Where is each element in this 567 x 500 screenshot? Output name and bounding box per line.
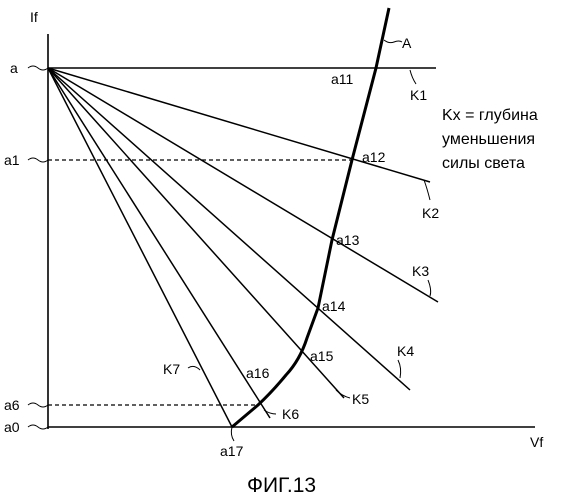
tick-a6-leader xyxy=(28,403,48,407)
line-label-k1: K1 xyxy=(410,87,427,103)
point-label-a11: a11 xyxy=(331,71,354,87)
leader-K7 xyxy=(188,366,200,370)
tick-label-a: a xyxy=(10,60,18,76)
line-label-k7: K7 xyxy=(163,361,180,377)
line-k3 xyxy=(48,68,438,302)
line-label-k2: K2 xyxy=(422,205,439,221)
line-k4 xyxy=(48,68,410,390)
tick-a-leader xyxy=(28,66,48,70)
tick-a1-leader xyxy=(28,158,48,162)
point-label-a14: a14 xyxy=(322,298,346,314)
line-k7 xyxy=(48,68,232,427)
leader-K2 xyxy=(424,180,430,200)
note-line-2: уменьшения xyxy=(442,131,535,148)
tick-label-a0: a0 xyxy=(4,419,20,435)
leader-K1 xyxy=(410,70,416,84)
leader-K4 xyxy=(398,360,401,378)
tick-label-a6: a6 xyxy=(4,397,20,413)
note-line-1: Kx = глубина xyxy=(442,107,538,124)
y-axis-label: If xyxy=(30,9,38,25)
line-label-k5: K5 xyxy=(352,391,369,407)
tick-a0-leader xyxy=(28,425,48,429)
line-label-k6: K6 xyxy=(282,406,299,422)
line-k5 xyxy=(48,68,344,398)
leader-a17 xyxy=(231,427,234,441)
point-label-a17: a17 xyxy=(220,443,244,459)
note-line-3: силы света xyxy=(442,155,525,172)
point-label-a12: a12 xyxy=(362,149,386,165)
x-axis-label: Vf xyxy=(530,434,543,450)
point-label-a13: a13 xyxy=(336,232,360,248)
line-label-k3: K3 xyxy=(412,263,429,279)
point-label-a15: a15 xyxy=(310,348,334,364)
tick-label-a1: a1 xyxy=(4,152,20,168)
line-k6 xyxy=(48,68,270,418)
point-label-a16: a16 xyxy=(246,365,270,381)
line-label-k4: K4 xyxy=(397,343,414,359)
leader-A xyxy=(384,40,402,43)
curve-a-label: A xyxy=(402,35,412,51)
leader-K3 xyxy=(428,280,431,296)
figure-caption: ФИГ.13 xyxy=(247,474,316,497)
